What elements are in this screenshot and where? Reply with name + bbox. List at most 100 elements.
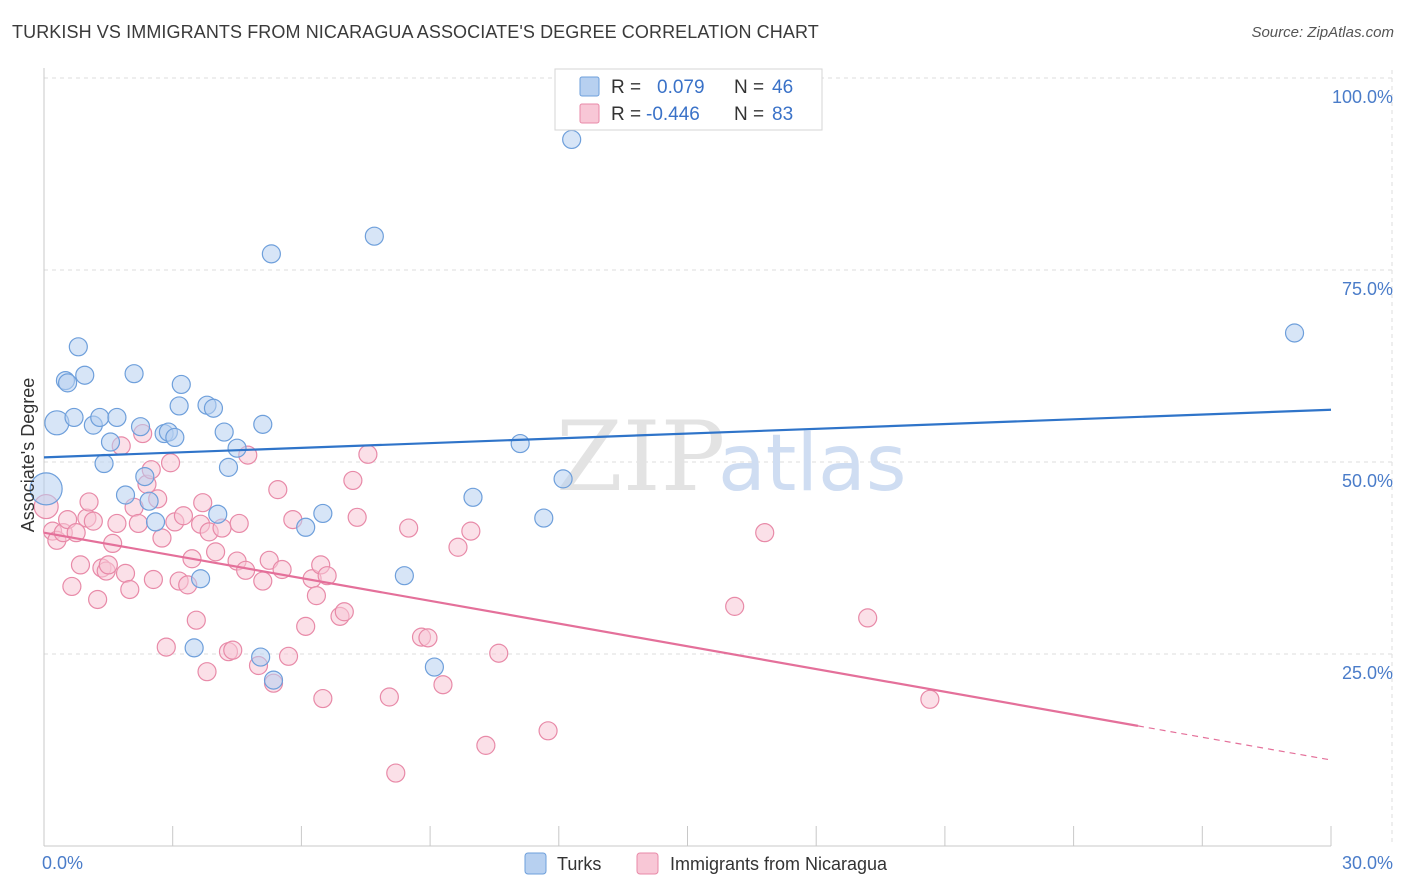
turks-point	[135, 466, 155, 487]
nicaragua-point	[858, 608, 878, 628]
nicaragua-point	[229, 513, 249, 534]
y-tick-label: 100.0%	[1332, 87, 1393, 107]
x-tick-label: 30.0%	[1342, 853, 1393, 873]
nicaragua-point	[62, 576, 82, 597]
nicaragua-point	[88, 589, 108, 610]
nicaragua-point	[115, 563, 136, 583]
turks-point	[29, 472, 63, 506]
turks-point	[171, 374, 191, 395]
nicaragua-point	[379, 687, 399, 707]
turks-point	[227, 438, 247, 458]
trend-line-turks	[43, 408, 1332, 459]
nicaragua-point	[79, 492, 99, 512]
turks-point	[251, 647, 271, 667]
nicaragua-point	[725, 596, 745, 616]
turks-point	[165, 427, 185, 448]
legend-swatch-turks	[579, 76, 600, 97]
turks-point	[184, 638, 204, 658]
legend-swatch-nicaragua	[579, 103, 600, 124]
turks-point	[75, 365, 95, 385]
nicaragua-point	[173, 506, 194, 526]
turks-point	[394, 566, 414, 586]
turks-point	[190, 569, 211, 589]
turks-point	[145, 512, 166, 532]
turks-point	[94, 453, 114, 474]
nicaragua-point	[538, 721, 558, 741]
nicaragua-point	[334, 602, 354, 622]
nicaragua-point	[268, 480, 288, 500]
turks-point	[534, 508, 554, 528]
nicaragua-point	[278, 646, 299, 666]
turks-point	[313, 503, 333, 524]
axes: 25.0% 50.0% 75.0% 100.0% 0.0% 30.0%	[42, 68, 1393, 873]
nicaragua-point	[193, 493, 213, 513]
nicaragua-point	[489, 643, 509, 663]
trend-lines	[43, 408, 1332, 761]
turks-point	[90, 407, 110, 428]
legend-r-label: R =	[611, 104, 641, 125]
watermark: ZIP atlas	[556, 401, 907, 513]
nicaragua-point	[755, 523, 775, 543]
nicaragua-point	[399, 518, 419, 538]
legend-label-turks: Turks	[557, 854, 601, 874]
nicaragua-point	[156, 637, 176, 657]
nicaragua-point	[186, 610, 206, 630]
x-tick-label: 0.0%	[42, 853, 83, 873]
turks-point	[562, 129, 582, 150]
legend-n-value-turks: 46	[772, 77, 793, 98]
nicaragua-point	[433, 675, 453, 695]
nicaragua-point	[70, 555, 91, 575]
y-tick-label: 50.0%	[1342, 471, 1393, 491]
legend-swatch-nicaragua	[636, 852, 659, 875]
turks-point	[100, 432, 121, 452]
turks-point	[263, 670, 284, 690]
nicaragua-point	[197, 662, 217, 682]
trend-line-nicaragua	[43, 531, 1139, 727]
chart-title: TURKISH VS IMMIGRANTS FROM NICARAGUA ASS…	[12, 22, 819, 42]
nicaragua-point	[461, 521, 481, 541]
series-legend: Turks Immigrants from Nicaragua	[524, 852, 888, 875]
nicaragua-point	[206, 542, 226, 562]
legend-swatch-turks	[524, 852, 547, 875]
turks-point	[364, 226, 384, 246]
legend-r-label: R =	[611, 77, 641, 98]
nicaragua-point	[313, 688, 333, 709]
nicaragua-point	[920, 689, 940, 709]
nicaragua-point	[152, 528, 172, 548]
turks-point	[203, 398, 224, 418]
legend-n-label: N =	[734, 104, 764, 125]
y-tick-label: 25.0%	[1342, 663, 1393, 683]
turks-point	[214, 422, 234, 442]
turks-point	[1284, 323, 1305, 343]
nicaragua-point	[418, 628, 438, 648]
nicaragua-point	[448, 537, 468, 557]
turks-point	[553, 469, 573, 489]
trend-line-dashed-nicaragua	[1137, 725, 1332, 761]
nicaragua-point	[476, 735, 496, 755]
correlation-legend: R = 0.079 N = 46 R = -0.446 N = 83	[554, 68, 823, 131]
nicaragua-point	[160, 453, 181, 473]
nicaragua-point	[120, 579, 140, 600]
nicaragua-point	[343, 470, 363, 491]
y-axis-label: Associate's Degree	[18, 378, 38, 533]
nicaragua-point	[83, 511, 103, 531]
legend-n-value-nicaragua: 83	[772, 104, 793, 125]
turks-point	[169, 396, 189, 416]
data-points	[29, 129, 1305, 783]
nicaragua-point	[358, 444, 378, 464]
turks-point	[261, 244, 281, 264]
nicaragua-point	[253, 571, 273, 591]
turks-point	[463, 487, 483, 507]
nicaragua-point	[107, 513, 127, 534]
legend-label-nicaragua: Immigrants from Nicaragua	[670, 854, 888, 874]
nicaragua-point	[386, 763, 406, 783]
nicaragua-point	[128, 513, 148, 534]
source-label: Source: ZipAtlas.com	[1251, 24, 1394, 41]
turks-point	[424, 657, 444, 677]
y-tick-label: 75.0%	[1342, 279, 1393, 299]
nicaragua-point	[98, 555, 118, 575]
turks-point	[130, 417, 151, 437]
turks-point	[57, 373, 78, 393]
nicaragua-point	[306, 586, 327, 606]
nicaragua-point	[143, 569, 163, 590]
